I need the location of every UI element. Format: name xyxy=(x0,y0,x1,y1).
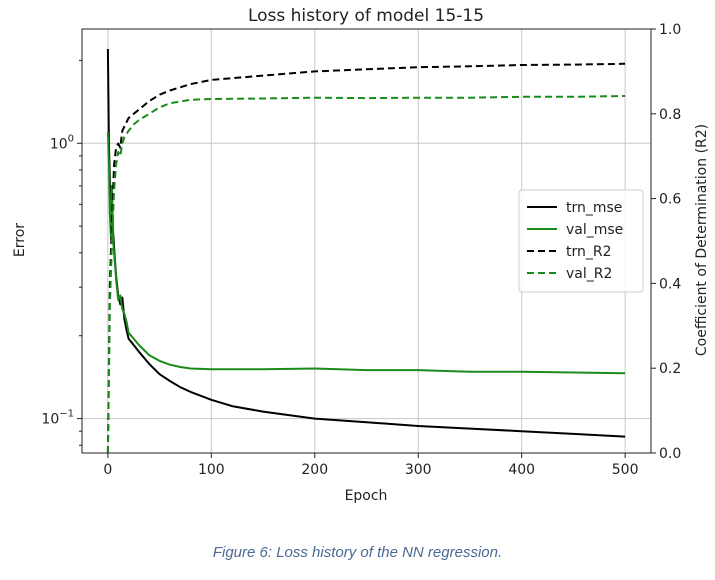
legend-label: val_R2 xyxy=(566,266,612,282)
x-tick-label: 0 xyxy=(103,462,112,478)
y2-tick-label: 0.8 xyxy=(659,107,681,123)
legend-label: trn_mse xyxy=(566,200,622,216)
x-axis-label: Epoch xyxy=(345,488,388,504)
y2-axis-label: Coefficient of Determination (R2) xyxy=(694,124,710,356)
y2-tick-label: 0.6 xyxy=(659,192,681,208)
y2-tick-label: 1.0 xyxy=(659,22,681,38)
loss-history-chart: 0 100 200 300 400 500 100 10−1 0.0 0.2 0.4 0.6 0.8 1.… xyxy=(12,6,710,504)
plot-frame xyxy=(81,28,652,454)
y2-tick-label: 0.4 xyxy=(659,276,681,292)
series-lines xyxy=(106,48,626,454)
x-tick-label: 500 xyxy=(612,462,639,478)
x-tick-label: 300 xyxy=(405,462,432,478)
x-tick-label: 400 xyxy=(508,462,535,478)
y2-tick-label: 0.0 xyxy=(659,446,681,462)
chart-title: Loss history of model 15-15 xyxy=(248,6,484,26)
y2-tick-label: 0.2 xyxy=(659,361,681,377)
legend: trn_mse val_mse trn_R2 val_R2 xyxy=(518,189,644,293)
legend-box xyxy=(518,189,644,293)
y-tick-label: 100 xyxy=(50,133,74,152)
y-tick-label: 10−1 xyxy=(41,409,74,428)
legend-label: val_mse xyxy=(566,222,623,238)
axis-ticks: 0 100 200 300 400 500 100 10−1 0.0 0.2 0.4 0.6 0.8 1.… xyxy=(41,22,681,478)
series-line-val_R2 xyxy=(106,95,626,454)
legend-label: trn_R2 xyxy=(566,244,612,260)
y-axis-label: Error xyxy=(12,223,28,257)
figure-caption: Figure 6: Loss history of the NN regress… xyxy=(212,544,503,561)
x-tick-label: 200 xyxy=(301,462,328,478)
x-tick-label: 100 xyxy=(198,462,225,478)
